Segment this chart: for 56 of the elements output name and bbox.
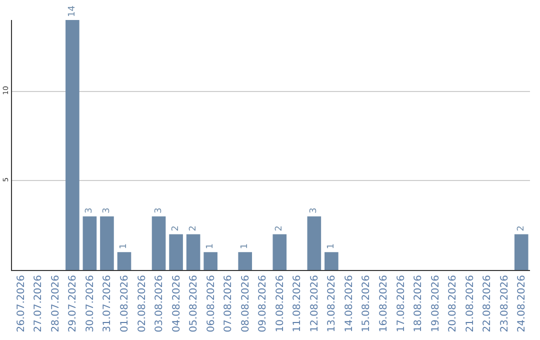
x-tick-label: 21.08.2026 [464, 275, 476, 332]
x-tick-label: 17.08.2026 [396, 275, 407, 332]
bar [238, 252, 252, 270]
bar [272, 234, 287, 270]
x-tick-label: 02.08.2026 [136, 275, 148, 332]
data-label: 2 [171, 226, 182, 232]
data-label: 3 [154, 208, 164, 214]
bar [324, 252, 338, 270]
data-label: 2 [274, 226, 285, 232]
x-tick-label: 11.08.2026 [292, 275, 304, 332]
data-label: 2 [188, 226, 198, 232]
bar [66, 20, 80, 270]
bar [514, 234, 528, 270]
x-tick-label: 04.08.2026 [171, 275, 182, 332]
x-tick-label: 03.08.2026 [154, 275, 166, 332]
data-label: 2 [516, 226, 526, 232]
x-tick-label: 22.08.2026 [482, 275, 494, 332]
data-label: 3 [102, 208, 112, 214]
bar [82, 216, 97, 270]
x-tick-label: 29.07.2026 [68, 275, 79, 332]
x-tick-label: 18.08.2026 [413, 275, 424, 332]
x-tick-label: 28.07.2026 [50, 275, 62, 332]
bar [169, 234, 183, 270]
x-tick-label: 08.08.2026 [240, 275, 252, 332]
x-tick-label: 10.08.2026 [274, 275, 286, 332]
bar [117, 252, 132, 270]
data-label: 1 [206, 243, 216, 250]
x-tick-label: 14.08.2026 [344, 275, 355, 332]
bar [100, 216, 114, 270]
data-label: 1 [326, 243, 336, 250]
data-label: 3 [84, 208, 95, 214]
x-tick-label: 01.08.2026 [119, 275, 130, 332]
bar [204, 252, 218, 270]
x-tick-label: 24.08.2026 [516, 275, 528, 332]
x-tick-label: 16.08.2026 [378, 275, 390, 332]
bar [152, 216, 166, 270]
x-tick-label: 20.08.2026 [448, 275, 459, 332]
bar [186, 234, 200, 270]
x-tick-label: 06.08.2026 [206, 275, 217, 332]
data-label: 1 [240, 243, 250, 250]
data-label: 14 [67, 5, 78, 17]
x-tick-label: 31.07.2026 [102, 275, 114, 332]
data-label: 1 [119, 243, 130, 250]
x-tick-label: 23.08.2026 [499, 275, 510, 332]
x-tick-label: 07.08.2026 [223, 275, 234, 332]
data-label: 3 [309, 208, 320, 214]
x-tick-label: 09.08.2026 [258, 275, 269, 332]
x-tick-label: 05.08.2026 [188, 275, 200, 332]
bar [307, 216, 322, 270]
x-tick-label: 26.07.2026 [16, 275, 27, 332]
x-tick-label: 27.07.2026 [33, 275, 44, 332]
x-tick-label: 30.07.2026 [84, 275, 96, 332]
x-tick-label: 15.08.2026 [361, 275, 372, 332]
x-tick-label: 19.08.2026 [430, 275, 442, 332]
x-tick-label: 13.08.2026 [326, 275, 338, 332]
x-tick-label: 12.08.2026 [309, 275, 320, 332]
